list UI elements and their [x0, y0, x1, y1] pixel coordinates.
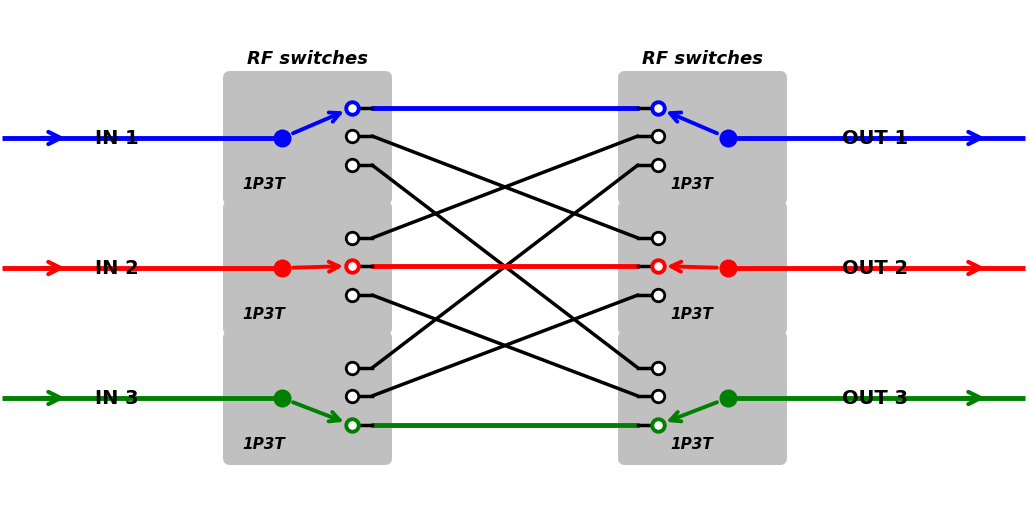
Text: RF switches: RF switches	[247, 50, 368, 68]
Text: 1P3T: 1P3T	[242, 307, 284, 322]
FancyBboxPatch shape	[224, 331, 392, 465]
Text: 1P3T: 1P3T	[242, 177, 284, 192]
FancyBboxPatch shape	[618, 331, 787, 465]
Text: OUT 2: OUT 2	[842, 258, 908, 278]
Text: IN 2: IN 2	[95, 258, 139, 278]
FancyBboxPatch shape	[618, 201, 787, 335]
Text: 1P3T: 1P3T	[670, 177, 713, 192]
FancyBboxPatch shape	[224, 71, 392, 205]
FancyBboxPatch shape	[618, 71, 787, 205]
Text: IN 1: IN 1	[95, 129, 139, 147]
Text: 1P3T: 1P3T	[670, 437, 713, 452]
Text: OUT 1: OUT 1	[842, 129, 908, 147]
Text: RF switches: RF switches	[642, 50, 763, 68]
FancyBboxPatch shape	[224, 201, 392, 335]
Text: 1P3T: 1P3T	[670, 307, 713, 322]
Text: IN 3: IN 3	[95, 389, 139, 407]
Text: OUT 3: OUT 3	[842, 389, 908, 407]
Text: 1P3T: 1P3T	[242, 437, 284, 452]
